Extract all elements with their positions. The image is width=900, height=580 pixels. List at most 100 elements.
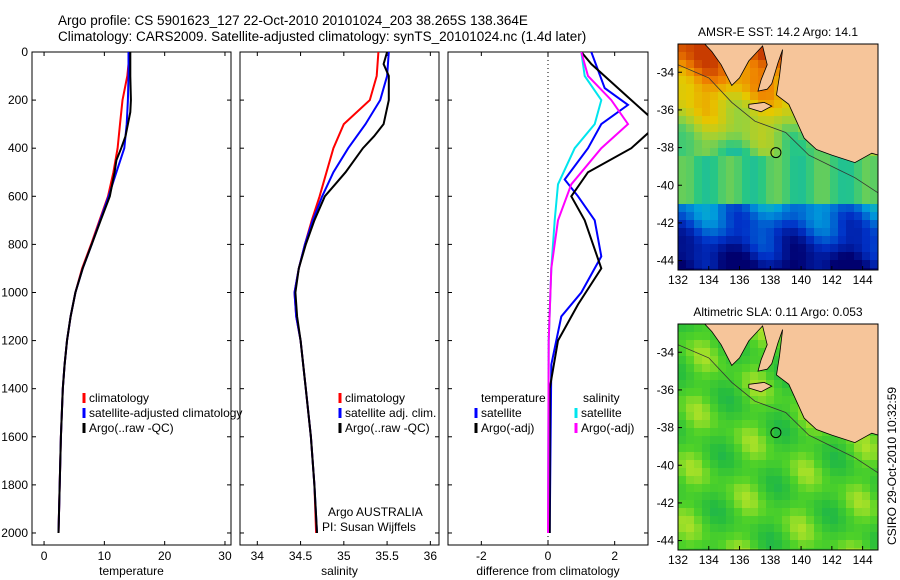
map-x-tick-label: 142 bbox=[822, 273, 842, 287]
sal-legend-item-label: satellite adj. clim. bbox=[345, 406, 436, 420]
sst-argo-marker bbox=[770, 147, 782, 159]
map-y-tick-label: -42 bbox=[657, 496, 675, 510]
sla-shelf-contour bbox=[678, 344, 878, 474]
x-axis-label: salinity bbox=[321, 564, 358, 578]
x-axis-label: difference from climatology bbox=[476, 564, 619, 578]
y-tick-label: 200 bbox=[8, 93, 28, 107]
sst-land bbox=[704, 44, 878, 164]
sla-argo-marker bbox=[770, 427, 782, 439]
map-y-tick-label: -44 bbox=[657, 254, 675, 268]
annotation-line: Argo AUSTRALIA bbox=[328, 505, 423, 519]
x-axis-label: temperature bbox=[99, 564, 164, 578]
figure-title-line-2: Climatology: CARS2009. Satellite-adjuste… bbox=[58, 29, 587, 44]
map-x-tick-label: 132 bbox=[668, 553, 688, 567]
map-y-tick-label: -36 bbox=[657, 383, 675, 397]
profile-panel-salinity: 34 34.5 35 35.5 36 salinity bbox=[239, 51, 440, 578]
map-y-tick-label: -40 bbox=[657, 178, 675, 192]
map-frame bbox=[677, 323, 879, 551]
x-tick-label: 34.5 bbox=[289, 549, 313, 563]
map-x-tick-label: 136 bbox=[730, 273, 750, 287]
diff-legend-item-label: Argo(-adj) bbox=[481, 421, 534, 435]
y-tick-label: 2000 bbox=[1, 526, 28, 540]
map-y-tick-label: -36 bbox=[657, 103, 675, 117]
map-x-tick-label: 138 bbox=[760, 273, 780, 287]
sst-shelf-contour bbox=[678, 64, 878, 194]
sst-map-panel: 132 134 136 138 140 142 144 -34 -36 -38 -40 -42 -44 A… bbox=[657, 25, 879, 287]
map-y-tick-label: -34 bbox=[657, 65, 675, 79]
difference-legend: temperaturesatelliteArgo(-adj)salinitysa… bbox=[474, 391, 634, 435]
x-tick-label: 35 bbox=[337, 549, 351, 563]
y-tick-label: 800 bbox=[8, 237, 28, 251]
figure-title-line-1: Argo profile: CS 5901623_127 22-Oct-2010… bbox=[58, 13, 528, 28]
diff-legend-header: temperature bbox=[481, 391, 546, 405]
map-x-tick-label: 134 bbox=[699, 553, 719, 567]
diff-legend-item-label: satellite bbox=[581, 406, 622, 420]
map-y-tick-label: -42 bbox=[657, 216, 675, 230]
series-line-1 bbox=[57, 52, 130, 534]
map-y-tick-label: -44 bbox=[657, 534, 675, 548]
sla-map-panel: 132 134 136 138 140 142 144 -34 -36 -38 -40 -42 -44 A… bbox=[657, 305, 879, 567]
x-tick-label: 20 bbox=[158, 549, 172, 563]
map-x-tick-label: 144 bbox=[853, 553, 873, 567]
map-x-tick-label: 140 bbox=[791, 553, 811, 567]
map-frame bbox=[677, 43, 879, 271]
map-x-tick-label: 132 bbox=[668, 273, 688, 287]
series-line-1 bbox=[293, 52, 390, 534]
map-y-tick-label: -38 bbox=[657, 141, 675, 155]
series-line-0 bbox=[57, 52, 131, 534]
temp-legend-item-label: satellite-adjusted climatology bbox=[89, 406, 242, 420]
series-line-2 bbox=[547, 52, 603, 534]
map-y-tick-label: -40 bbox=[657, 458, 675, 472]
y-tick-label: 0 bbox=[21, 45, 28, 59]
temp-legend-item-label: climatology bbox=[89, 391, 149, 405]
x-tick-label: 0 bbox=[545, 549, 552, 563]
profile-panel-temperature: 0 200 400 600 800 1000 1200 1400 1600 1800 2000 0 10… bbox=[1, 45, 232, 578]
plot-frame bbox=[31, 51, 232, 546]
temp-legend-item-label: Argo(..raw -QC) bbox=[89, 421, 174, 435]
plot-frame bbox=[239, 51, 440, 546]
diff-legend-item-label: Argo(-adj) bbox=[581, 421, 634, 435]
y-tick-label: 1000 bbox=[1, 285, 28, 299]
annotation-line: PI: Susan Wijffels bbox=[322, 520, 416, 534]
credit-timestamp: CSIRO 29-Oct-2010 10:32:59 bbox=[885, 386, 899, 545]
x-tick-label: 30 bbox=[218, 549, 232, 563]
y-tick-label: 1400 bbox=[1, 382, 28, 396]
x-tick-label: 34 bbox=[251, 549, 265, 563]
y-tick-label: 1200 bbox=[1, 334, 28, 348]
x-tick-label: 35.5 bbox=[375, 549, 399, 563]
y-tick-label: 1800 bbox=[1, 478, 28, 492]
sal-legend-item-label: Argo(..raw -QC) bbox=[345, 421, 430, 435]
map-y-tick-label: -38 bbox=[657, 421, 675, 435]
diff-legend-item-label: satellite bbox=[481, 406, 522, 420]
sla-island bbox=[748, 381, 773, 393]
series-line-2 bbox=[294, 52, 390, 534]
x-tick-label: 10 bbox=[98, 549, 112, 563]
map-x-tick-label: 142 bbox=[822, 553, 842, 567]
x-tick-label: 36 bbox=[424, 549, 438, 563]
diff-legend-header: salinity bbox=[583, 391, 620, 405]
map-x-tick-label: 134 bbox=[699, 273, 719, 287]
sal-legend-item-label: climatology bbox=[345, 391, 405, 405]
x-tick-label: 2 bbox=[611, 549, 618, 563]
x-tick-label: -2 bbox=[476, 549, 487, 563]
x-tick-label: 0 bbox=[41, 549, 48, 563]
series-line-0 bbox=[548, 52, 630, 534]
series-line-3 bbox=[547, 52, 630, 534]
map-x-tick-label: 138 bbox=[760, 553, 780, 567]
y-tick-label: 1600 bbox=[1, 430, 28, 444]
series-line-1 bbox=[548, 52, 648, 533]
sst-map-title: AMSR-E SST: 14.2 Argo: 14.1 bbox=[698, 25, 858, 39]
map-x-tick-label: 144 bbox=[853, 273, 873, 287]
map-y-tick-label: -34 bbox=[657, 345, 675, 359]
sst-island bbox=[748, 101, 773, 113]
y-tick-label: 400 bbox=[8, 141, 28, 155]
map-x-tick-label: 136 bbox=[730, 553, 750, 567]
sla-land bbox=[704, 324, 878, 444]
map-x-tick-label: 140 bbox=[791, 273, 811, 287]
sla-map-title: Altimetric SLA: 0.11 Argo: 0.053 bbox=[693, 305, 863, 319]
y-tick-label: 600 bbox=[8, 189, 28, 203]
